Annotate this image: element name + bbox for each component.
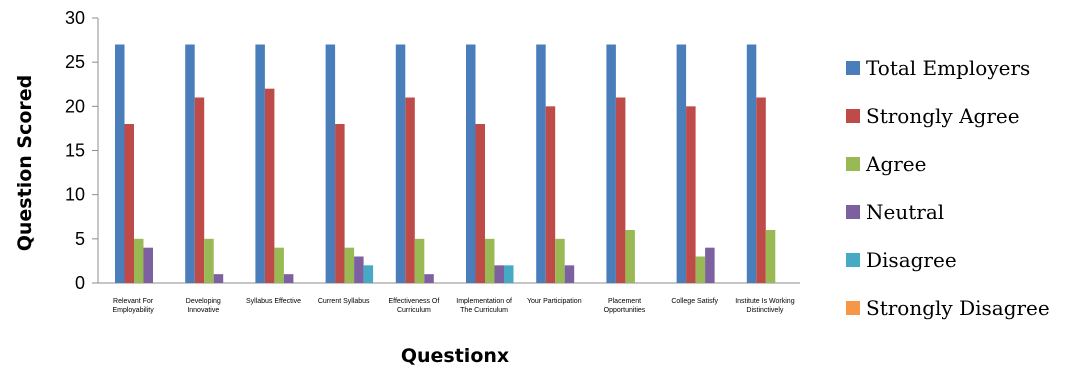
legend-swatch (846, 301, 860, 315)
bar-agree (765, 230, 776, 283)
category-label-line: Curriculum (397, 307, 431, 314)
bar-strongly-agree (405, 97, 415, 283)
bar-total-employers (676, 44, 687, 283)
bar-agree (485, 238, 495, 283)
category-label-line: Placement (608, 298, 641, 305)
bar-agree (695, 256, 706, 283)
legend-label: Strongly Agree (866, 104, 1020, 128)
legend-swatch (846, 61, 860, 75)
bar-agree (344, 247, 355, 283)
bar-total-employers (536, 44, 546, 283)
category-label: College Satisfy (671, 298, 718, 305)
bar-total-employers (466, 44, 476, 283)
legend-label: Total Employers (866, 56, 1030, 80)
x-axis-title: Questionx (401, 345, 509, 367)
bar-total-employers (606, 44, 616, 283)
category-label-line: Opportunities (604, 307, 646, 314)
legend-swatch (846, 157, 860, 171)
category-label: Developing Innovative (186, 298, 221, 314)
bar-neutral (354, 256, 364, 283)
category-label-line: Distinctively (746, 307, 783, 314)
legend-label: Neutral (866, 200, 944, 224)
bar-neutral (424, 274, 434, 283)
category-label: Relevant For Employability (112, 298, 154, 314)
legend: Total Employers Strongly Agree Agree Neutra… (846, 56, 1050, 320)
bar-agree (274, 247, 284, 283)
bar-strongly-agree (124, 124, 134, 283)
bar-strongly-agree (264, 88, 275, 284)
legend-label: Agree (865, 152, 926, 176)
bars (115, 44, 776, 284)
bar-disagree (504, 265, 514, 283)
bar-neutral (705, 247, 715, 283)
y-tick-label: 20 (65, 96, 85, 116)
bar-strongly-agree (545, 106, 556, 283)
bar-strongly-agree (756, 97, 766, 283)
y-tick-label: 0 (75, 273, 85, 293)
category-label-line: Relevant For (113, 298, 154, 305)
bar-agree (625, 230, 635, 283)
category-label-line: Current Syllabus (318, 298, 370, 305)
y-tick-label: 15 (65, 141, 85, 161)
bar-neutral (494, 265, 504, 283)
bar-total-employers (325, 44, 336, 283)
category-label-line: Developing (186, 298, 221, 305)
bar-agree (414, 238, 425, 283)
legend-swatch (846, 253, 860, 267)
bar-neutral (564, 265, 575, 283)
bar-disagree (363, 265, 374, 283)
y-tick-label: 25 (65, 52, 85, 72)
category-label-line: The Curriculum (460, 307, 508, 314)
bar-agree (204, 238, 214, 283)
y-axis: 0 5 10 15 20 25 30 (65, 8, 99, 293)
category-label-line: Innovative (187, 307, 219, 314)
category-label: Syllabus Effective (246, 298, 301, 305)
category-label: Implementation of The Curriculum (456, 298, 512, 314)
bar-total-employers (185, 44, 195, 283)
y-tick-label: 30 (65, 8, 85, 28)
category-label-line: Syllabus Effective (246, 298, 301, 305)
category-label-line: College Satisfy (671, 298, 718, 305)
category-label: Placement Opportunities (604, 298, 646, 314)
category-label-line: Effectiveness Of (388, 298, 439, 305)
bar-total-employers (395, 44, 406, 283)
legend-label: Disagree (866, 248, 957, 272)
bar-neutral (213, 274, 224, 283)
category-label: Your Participation (527, 298, 582, 305)
bar-strongly-agree (335, 124, 345, 283)
category-label-line: Implementation of (456, 298, 512, 305)
category-label-line: Your Participation (527, 298, 582, 305)
category-label: Current Syllabus (318, 298, 370, 305)
category-label-line: Employability (112, 307, 154, 314)
y-axis-title: Question Scored (14, 75, 36, 252)
category-label: Institute Is Working Distinctively (735, 298, 795, 314)
bar-strongly-agree (686, 106, 696, 283)
category-label: Effectiveness Of Curriculum (388, 298, 439, 314)
bar-agree (134, 238, 144, 283)
category-label-line: Institute Is Working (735, 298, 795, 305)
bar-neutral (143, 247, 153, 283)
bar-strongly-agree (615, 97, 626, 283)
bar-total-employers (746, 44, 757, 283)
bar-strongly-agree (194, 97, 205, 283)
bar-agree (555, 238, 565, 283)
y-tick-label: 5 (75, 229, 85, 249)
legend-label: Strongly Disagree (866, 296, 1050, 320)
legend-swatch (846, 109, 860, 123)
bar-strongly-agree (475, 124, 485, 283)
bar-total-employers (115, 44, 125, 283)
y-tick-label: 10 (65, 185, 85, 205)
legend-swatch (846, 205, 860, 219)
bar-neutral (283, 274, 294, 283)
bar-total-employers (255, 44, 265, 283)
category-labels: Relevant For Employability Developing Innov… (112, 298, 794, 314)
